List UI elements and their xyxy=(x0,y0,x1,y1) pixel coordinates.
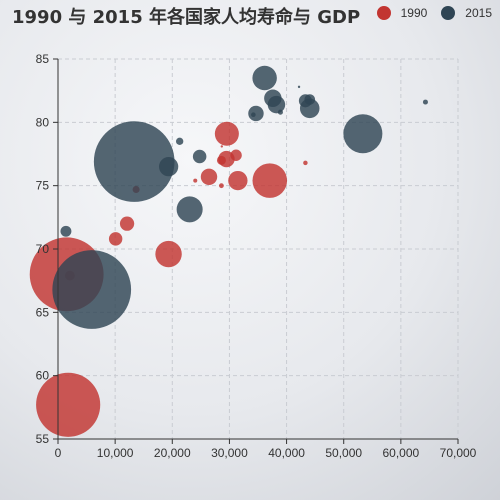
bubble-2015[interactable] xyxy=(60,225,72,237)
bubble-2015[interactable] xyxy=(248,105,264,122)
bubble-1990[interactable] xyxy=(155,240,182,268)
x-tick-label: 20,000 xyxy=(154,446,191,460)
bubble-2015[interactable] xyxy=(297,85,301,89)
legend-marker-1990 xyxy=(376,6,391,20)
bubbles xyxy=(29,65,428,437)
bubble-2015[interactable] xyxy=(422,99,428,105)
bubble-2015[interactable] xyxy=(93,121,175,202)
bubble-2015[interactable] xyxy=(176,196,203,223)
y-tick-label: 55 xyxy=(36,432,50,446)
bubble-1990[interactable] xyxy=(193,178,198,183)
x-tick-label: 60,000 xyxy=(383,446,420,460)
bubble-1990[interactable] xyxy=(119,216,135,231)
x-tick-label: 40,000 xyxy=(268,446,305,460)
bubble-2015[interactable] xyxy=(158,157,179,177)
chart-title: 1990 与 2015 年各国家人均寿命与 GDP xyxy=(12,7,361,28)
bubble-1990[interactable] xyxy=(108,232,123,246)
bubble-1990[interactable] xyxy=(214,121,239,146)
y-tick-label: 60 xyxy=(36,369,50,383)
x-tick-label: 70,000 xyxy=(440,446,477,460)
bubble-1990[interactable] xyxy=(200,168,218,186)
bubble-2015[interactable] xyxy=(252,65,277,91)
bubble-1990[interactable] xyxy=(218,150,235,168)
bubble-2015[interactable] xyxy=(52,250,132,329)
legend-item-2015[interactable]: 2015 xyxy=(441,6,492,20)
bubble-2015[interactable] xyxy=(343,114,383,154)
x-tick-label: 0 xyxy=(55,446,62,460)
legend-label-2015: 2015 xyxy=(465,6,492,20)
legend-item-1990[interactable]: 1990 xyxy=(376,6,428,20)
bubble-1990[interactable] xyxy=(303,160,308,166)
bubble-2015[interactable] xyxy=(175,137,184,146)
bubble-1990[interactable] xyxy=(252,163,288,198)
bubble-1990[interactable] xyxy=(36,372,101,437)
axes: 55 60 65 70 75 80 85 0 10,000 20,000 30,000 40,000 5… xyxy=(36,52,477,460)
y-tick-label: 70 xyxy=(36,242,50,256)
legend-marker-2015 xyxy=(441,6,456,20)
bubble-1990[interactable] xyxy=(228,170,248,191)
y-tick-label: 75 xyxy=(36,179,50,193)
legend-label-1990: 1990 xyxy=(400,6,428,20)
bubble-2015[interactable] xyxy=(251,112,256,118)
legend: 1990 2015 xyxy=(363,3,492,23)
bubble-2015[interactable] xyxy=(192,149,207,164)
x-tick-label: 50,000 xyxy=(325,446,362,460)
y-tick-label: 65 xyxy=(36,305,50,319)
y-tick-label: 80 xyxy=(36,115,50,129)
x-tick-label: 30,000 xyxy=(211,446,248,460)
bubble-1990[interactable] xyxy=(220,145,224,148)
bubble-1990[interactable] xyxy=(218,183,224,189)
x-tick-label: 10,000 xyxy=(97,446,134,460)
y-tick-label: 85 xyxy=(36,52,50,66)
bubble-2015[interactable] xyxy=(299,98,320,119)
bubble-2015[interactable] xyxy=(267,95,286,114)
